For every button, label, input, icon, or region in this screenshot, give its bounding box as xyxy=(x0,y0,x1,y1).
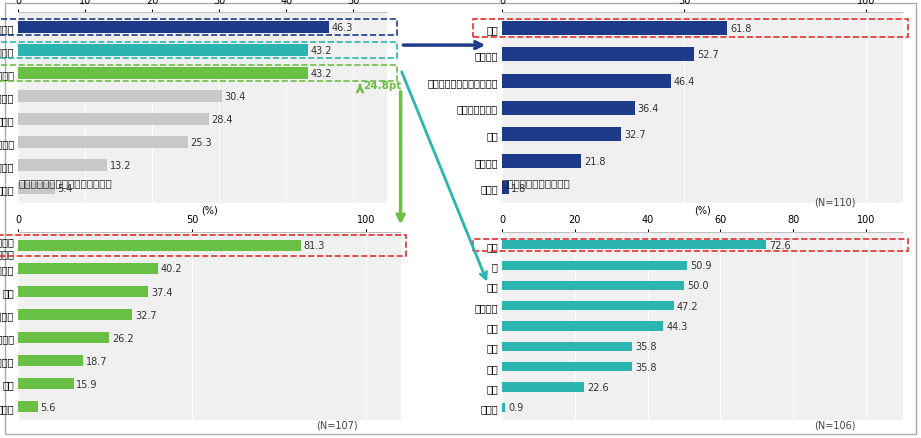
Text: 35.8: 35.8 xyxy=(635,342,657,352)
Bar xyxy=(0,235,406,256)
Bar xyxy=(18,310,132,320)
Text: 81.3: 81.3 xyxy=(304,241,325,251)
Bar xyxy=(0,20,397,35)
Bar xyxy=(18,183,54,195)
Bar xyxy=(18,356,84,366)
Bar xyxy=(18,286,148,297)
Text: 47.2: 47.2 xyxy=(677,301,698,311)
Bar xyxy=(502,181,508,195)
Bar xyxy=(0,43,397,59)
Text: 28.4: 28.4 xyxy=(211,115,233,125)
Text: 30.4: 30.4 xyxy=(225,92,246,102)
Text: 43.2: 43.2 xyxy=(310,46,332,56)
Bar xyxy=(18,45,308,57)
Text: 21.8: 21.8 xyxy=(584,156,606,166)
Text: 15.9: 15.9 xyxy=(76,379,98,389)
Text: インフラ＜複数回答可＞: インフラ＜複数回答可＞ xyxy=(502,178,571,188)
X-axis label: (%): (%) xyxy=(201,205,218,215)
Text: 25.3: 25.3 xyxy=(191,138,212,148)
Text: 32.7: 32.7 xyxy=(624,130,646,140)
Text: 資源・エネルギー＜複数回答可＞: 資源・エネルギー＜複数回答可＞ xyxy=(18,178,112,188)
Text: 36.4: 36.4 xyxy=(637,103,659,113)
Bar xyxy=(502,102,635,115)
Bar xyxy=(502,75,670,89)
Bar xyxy=(502,382,584,392)
Text: 61.8: 61.8 xyxy=(730,24,752,34)
Text: 32.7: 32.7 xyxy=(134,310,157,320)
Text: 18.7: 18.7 xyxy=(87,356,108,366)
Text: 22.6: 22.6 xyxy=(588,382,609,392)
Text: 43.2: 43.2 xyxy=(310,69,332,79)
Bar xyxy=(502,48,694,62)
Text: (N=110): (N=110) xyxy=(814,198,856,207)
Text: 26.2: 26.2 xyxy=(112,333,134,343)
Bar xyxy=(18,264,158,274)
Bar xyxy=(502,155,581,169)
Text: 44.3: 44.3 xyxy=(666,321,688,331)
X-axis label: (%): (%) xyxy=(694,205,711,215)
Bar xyxy=(472,239,908,251)
Bar xyxy=(18,137,188,149)
Bar xyxy=(502,128,621,142)
Text: (N=107): (N=107) xyxy=(317,420,358,429)
Text: 50.9: 50.9 xyxy=(690,261,712,271)
Text: 5.4: 5.4 xyxy=(57,184,73,194)
Text: 46.3: 46.3 xyxy=(332,23,353,33)
Text: 24.8pt: 24.8pt xyxy=(363,81,401,90)
Bar xyxy=(18,114,209,126)
Bar xyxy=(502,342,633,351)
Text: 13.2: 13.2 xyxy=(110,161,131,171)
Text: 46.4: 46.4 xyxy=(674,77,695,87)
Bar xyxy=(0,66,397,81)
Text: 52.7: 52.7 xyxy=(697,50,718,60)
Bar xyxy=(18,160,107,172)
Text: 35.8: 35.8 xyxy=(635,362,657,372)
Text: 5.6: 5.6 xyxy=(41,402,56,412)
Bar xyxy=(18,68,308,80)
Text: 40.2: 40.2 xyxy=(161,264,182,274)
Text: 1.8: 1.8 xyxy=(511,183,527,193)
Bar xyxy=(502,22,727,35)
Bar xyxy=(18,402,38,412)
Bar xyxy=(472,20,908,38)
Text: 72.6: 72.6 xyxy=(769,240,791,250)
Text: 0.9: 0.9 xyxy=(508,403,523,412)
Bar xyxy=(502,241,766,250)
Bar xyxy=(502,403,506,412)
Bar xyxy=(18,91,222,103)
Bar xyxy=(502,261,687,270)
Bar xyxy=(502,362,633,371)
Text: 37.4: 37.4 xyxy=(151,287,172,297)
Bar xyxy=(18,332,110,343)
Bar xyxy=(18,378,74,389)
Bar xyxy=(502,301,674,311)
Text: 50.0: 50.0 xyxy=(687,281,708,291)
Bar xyxy=(18,22,329,34)
Bar xyxy=(18,241,301,251)
Text: (N=106): (N=106) xyxy=(814,420,856,430)
Bar xyxy=(502,281,684,290)
Bar xyxy=(502,322,663,331)
